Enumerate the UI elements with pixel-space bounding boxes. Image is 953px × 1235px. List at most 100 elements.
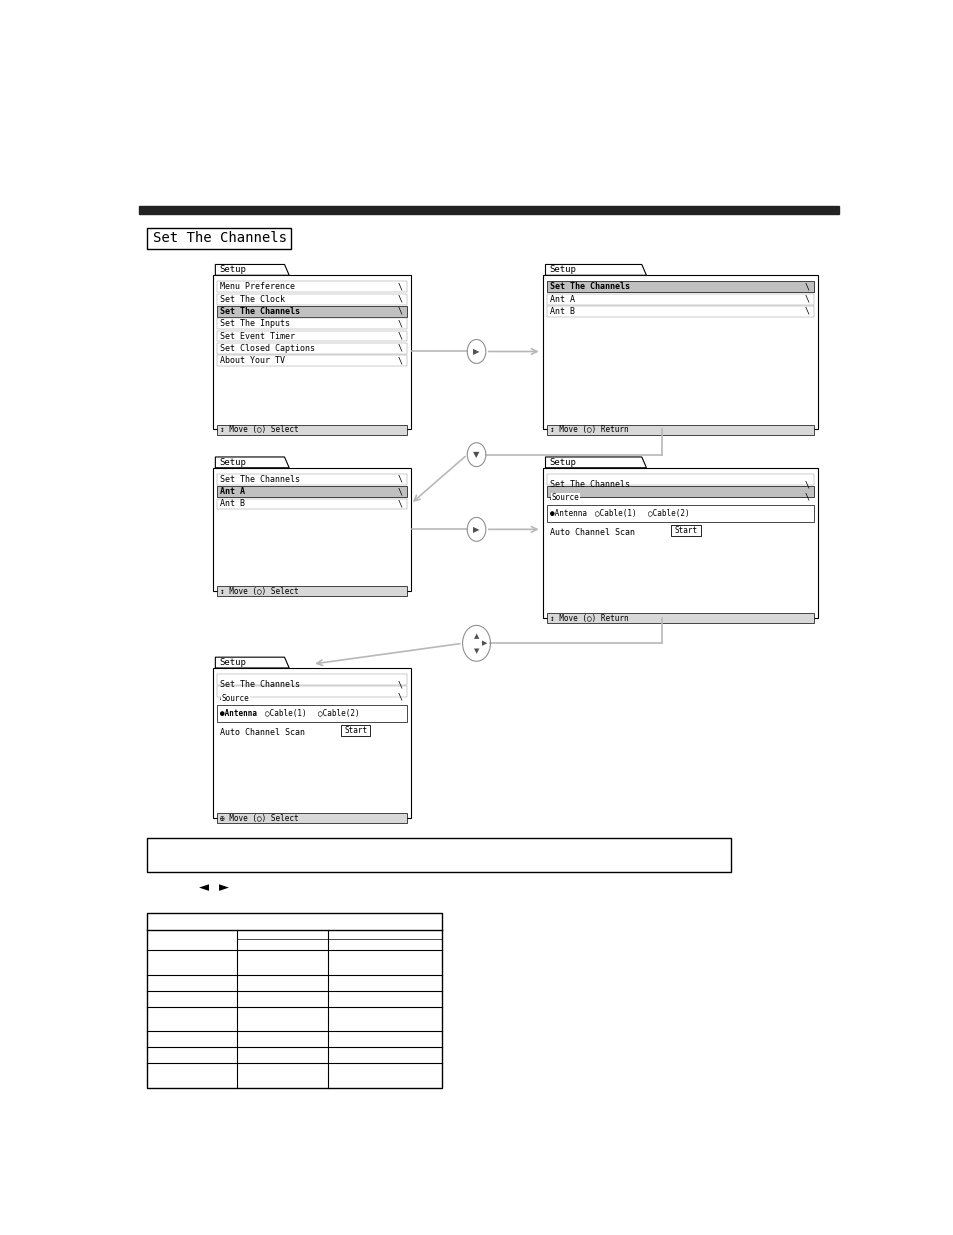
Bar bbox=[542, 275, 818, 430]
Text: Set Event Timer: Set Event Timer bbox=[220, 331, 294, 341]
Text: Ant B: Ant B bbox=[550, 308, 575, 316]
Text: \: \ bbox=[804, 493, 809, 501]
Text: Set The Inputs: Set The Inputs bbox=[220, 320, 290, 329]
Text: ▶: ▶ bbox=[473, 347, 479, 356]
Text: Setup: Setup bbox=[549, 266, 576, 274]
Text: ◄ ►: ◄ ► bbox=[199, 878, 229, 897]
Text: \: \ bbox=[804, 308, 809, 316]
Text: Setup: Setup bbox=[549, 458, 576, 467]
Text: Start: Start bbox=[344, 726, 367, 735]
Text: ●Antenna: ●Antenna bbox=[550, 509, 586, 517]
Bar bbox=[216, 282, 406, 293]
Bar bbox=[216, 294, 406, 305]
Text: ○Cable(1): ○Cable(1) bbox=[595, 509, 636, 517]
Text: Auto Channel Scan: Auto Channel Scan bbox=[550, 527, 635, 537]
Text: ○Cable(2): ○Cable(2) bbox=[317, 709, 359, 718]
Text: ▲: ▲ bbox=[474, 632, 478, 638]
Bar bbox=[216, 487, 406, 496]
Text: Setup: Setup bbox=[219, 266, 246, 274]
Text: ↕ Move (○) Select: ↕ Move (○) Select bbox=[220, 425, 298, 435]
Bar bbox=[216, 343, 406, 353]
Text: ✠ Move (○) Select: ✠ Move (○) Select bbox=[220, 814, 298, 823]
Bar bbox=[546, 282, 814, 293]
Bar bbox=[216, 474, 406, 484]
Text: ↕ Move (○) Return: ↕ Move (○) Return bbox=[550, 614, 628, 622]
Text: ↕ Move (○) Select: ↕ Move (○) Select bbox=[220, 587, 298, 595]
Text: \: \ bbox=[396, 283, 402, 291]
Polygon shape bbox=[545, 457, 646, 468]
Bar bbox=[147, 839, 731, 872]
Text: ○Cable(2): ○Cable(2) bbox=[647, 509, 689, 517]
Bar bbox=[147, 227, 291, 249]
Text: \: \ bbox=[396, 320, 402, 329]
Polygon shape bbox=[215, 457, 289, 468]
Text: \: \ bbox=[804, 480, 809, 489]
Bar bbox=[216, 319, 406, 330]
Text: ↕ Move (○) Return: ↕ Move (○) Return bbox=[550, 425, 628, 435]
Polygon shape bbox=[215, 657, 289, 668]
Bar bbox=[216, 687, 406, 698]
Text: Setup: Setup bbox=[219, 658, 246, 667]
Text: Ant A: Ant A bbox=[220, 487, 245, 496]
Text: Source: Source bbox=[221, 694, 249, 703]
Text: Menu Preference: Menu Preference bbox=[220, 283, 294, 291]
Text: \: \ bbox=[396, 343, 402, 353]
Text: \: \ bbox=[396, 331, 402, 341]
Text: \: \ bbox=[396, 308, 402, 316]
Text: Set The Channels: Set The Channels bbox=[220, 680, 299, 689]
Text: Source: Source bbox=[551, 494, 578, 503]
Polygon shape bbox=[545, 264, 646, 275]
Text: Set The Channels: Set The Channels bbox=[220, 474, 299, 484]
Bar bbox=[216, 499, 406, 509]
Text: Set The Channels: Set The Channels bbox=[220, 308, 299, 316]
Bar bbox=[546, 425, 814, 435]
Text: Ant A: Ant A bbox=[550, 295, 575, 304]
Bar bbox=[216, 331, 406, 341]
Text: \: \ bbox=[396, 356, 402, 366]
Text: \: \ bbox=[804, 295, 809, 304]
Text: \: \ bbox=[396, 693, 402, 701]
Text: Auto Channel Scan: Auto Channel Scan bbox=[220, 729, 305, 737]
Bar bbox=[216, 425, 406, 435]
Text: \: \ bbox=[396, 474, 402, 484]
Bar bbox=[213, 668, 410, 818]
Bar bbox=[216, 814, 406, 824]
Text: \: \ bbox=[396, 295, 402, 304]
Bar bbox=[216, 587, 406, 597]
Text: ○Cable(1): ○Cable(1) bbox=[265, 709, 306, 718]
Text: ▶: ▶ bbox=[473, 525, 479, 534]
Text: Ant B: Ant B bbox=[220, 499, 245, 509]
Bar bbox=[546, 306, 814, 317]
Bar bbox=[546, 487, 814, 496]
Text: ●Antenna: ●Antenna bbox=[220, 709, 256, 718]
Bar bbox=[213, 468, 410, 592]
Text: Ant A: Ant A bbox=[550, 493, 575, 501]
Bar bbox=[216, 674, 406, 685]
Bar bbox=[138, 206, 839, 214]
Bar bbox=[147, 913, 441, 1088]
Text: Ant A: Ant A bbox=[220, 693, 245, 701]
Text: ▼: ▼ bbox=[473, 451, 479, 459]
Polygon shape bbox=[215, 264, 289, 275]
Text: Set The Channels: Set The Channels bbox=[550, 283, 630, 291]
Bar bbox=[546, 294, 814, 305]
Bar bbox=[216, 306, 406, 317]
Text: Set The Channels: Set The Channels bbox=[153, 231, 287, 246]
Bar bbox=[340, 725, 370, 736]
Text: About Your TV: About Your TV bbox=[220, 356, 285, 366]
Text: Set The Clock: Set The Clock bbox=[220, 295, 285, 304]
Text: \: \ bbox=[396, 487, 402, 496]
Text: Setup: Setup bbox=[219, 458, 246, 467]
Text: Set Closed Captions: Set Closed Captions bbox=[220, 343, 314, 353]
Text: \: \ bbox=[804, 283, 809, 291]
Text: Set The Channels: Set The Channels bbox=[550, 480, 630, 489]
Text: Start: Start bbox=[674, 526, 697, 535]
Bar bbox=[216, 356, 406, 366]
Bar bbox=[546, 614, 814, 624]
Text: ▼: ▼ bbox=[474, 648, 478, 655]
Bar bbox=[213, 275, 410, 430]
Bar bbox=[546, 474, 814, 484]
Text: \: \ bbox=[396, 680, 402, 689]
Text: ▶: ▶ bbox=[481, 640, 486, 646]
Bar bbox=[670, 525, 700, 536]
